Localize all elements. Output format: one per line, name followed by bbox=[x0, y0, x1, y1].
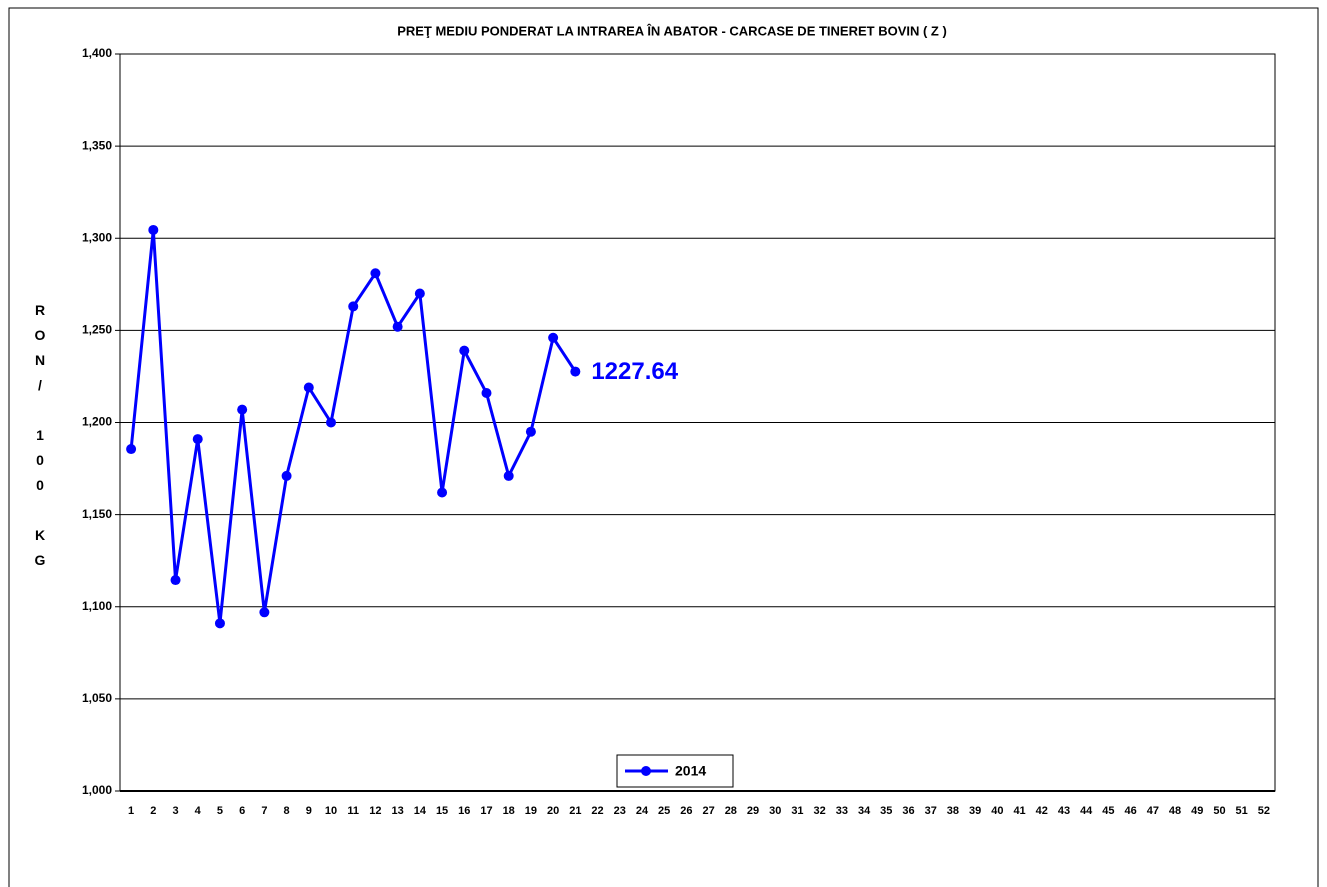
x-tick-label: 11 bbox=[347, 805, 359, 817]
legend-marker bbox=[641, 766, 651, 776]
x-tick-label: 18 bbox=[503, 805, 515, 817]
x-tick-label: 10 bbox=[325, 805, 337, 817]
y-tick-label: 1,250 bbox=[82, 323, 112, 337]
x-tick-label: 13 bbox=[392, 805, 404, 817]
y-tick-label: 1,200 bbox=[82, 415, 112, 429]
data-point bbox=[525, 426, 536, 437]
data-point bbox=[570, 366, 581, 377]
x-tick-label: 24 bbox=[636, 805, 649, 817]
y-tick-label: 1,150 bbox=[82, 507, 112, 521]
y-tick-label: 1,300 bbox=[82, 230, 112, 244]
data-point bbox=[326, 417, 337, 428]
x-tick-label: 46 bbox=[1125, 805, 1137, 817]
x-tick-label: 25 bbox=[658, 805, 670, 817]
data-point bbox=[370, 268, 381, 279]
data-point bbox=[437, 487, 448, 498]
x-tick-label: 52 bbox=[1258, 805, 1270, 817]
y-tick-label: 1,000 bbox=[82, 783, 112, 797]
chart-border bbox=[8, 7, 1319, 887]
data-point bbox=[259, 607, 270, 618]
x-tick-label: 3 bbox=[172, 805, 178, 817]
data-point bbox=[414, 288, 425, 299]
legend-label: 2014 bbox=[675, 763, 706, 779]
y-tick-label: 1,050 bbox=[82, 691, 112, 705]
x-tick-label: 20 bbox=[547, 805, 559, 817]
data-point bbox=[503, 470, 514, 481]
x-tick-label: 14 bbox=[414, 805, 427, 817]
x-tick-label: 22 bbox=[591, 805, 603, 817]
legend-box bbox=[616, 754, 734, 788]
data-point bbox=[303, 382, 314, 393]
x-tick-label: 41 bbox=[1013, 805, 1025, 817]
x-tick-label: 21 bbox=[569, 805, 581, 817]
data-point bbox=[192, 434, 203, 445]
x-tick-label: 16 bbox=[458, 805, 470, 817]
x-tick-label: 48 bbox=[1169, 805, 1181, 817]
x-tick-label: 19 bbox=[525, 805, 537, 817]
data-point bbox=[148, 224, 159, 235]
x-tick-label: 15 bbox=[436, 805, 448, 817]
x-tick-label: 4 bbox=[195, 805, 202, 817]
data-point bbox=[459, 345, 470, 356]
series-line bbox=[129, 229, 577, 624]
chart-title: PREŢ MEDIU PONDERAT LA INTRAREA ÎN ABATO… bbox=[397, 23, 947, 38]
y-tick-label: 1,400 bbox=[82, 46, 112, 60]
x-tick-label: 32 bbox=[814, 805, 826, 817]
x-tick-label: 8 bbox=[284, 805, 290, 817]
x-tick-label: 42 bbox=[1036, 805, 1048, 817]
data-point bbox=[214, 618, 225, 629]
x-tick-label: 1 bbox=[128, 805, 134, 817]
x-tick-label: 6 bbox=[239, 805, 245, 817]
data-point bbox=[170, 575, 181, 586]
data-point bbox=[392, 321, 403, 332]
x-tick-label: 49 bbox=[1191, 805, 1203, 817]
x-tick-label: 17 bbox=[480, 805, 492, 817]
x-tick-label: 38 bbox=[947, 805, 959, 817]
data-point bbox=[237, 404, 248, 415]
x-tick-label: 2 bbox=[150, 805, 156, 817]
x-tick-label: 28 bbox=[725, 805, 737, 817]
x-tick-label: 39 bbox=[969, 805, 981, 817]
x-tick-label: 33 bbox=[836, 805, 848, 817]
x-tick-label: 37 bbox=[925, 805, 937, 817]
data-point bbox=[281, 470, 292, 481]
data-point bbox=[348, 301, 359, 312]
x-tick-label: 7 bbox=[261, 805, 267, 817]
x-tick-label: 44 bbox=[1080, 805, 1093, 817]
x-tick-label: 9 bbox=[306, 805, 312, 817]
data-point bbox=[481, 388, 492, 399]
x-tick-label: 47 bbox=[1147, 805, 1159, 817]
x-tick-label: 27 bbox=[702, 805, 714, 817]
x-tick-label: 35 bbox=[880, 805, 892, 817]
y-tick-label: 1,350 bbox=[82, 138, 112, 152]
x-tick-label: 5 bbox=[217, 805, 223, 817]
data-label: 1227.64 bbox=[591, 358, 678, 385]
x-tick-label: 43 bbox=[1058, 805, 1070, 817]
x-tick-label: 29 bbox=[747, 805, 759, 817]
x-tick-label: 50 bbox=[1213, 805, 1225, 817]
x-tick-label: 12 bbox=[369, 805, 381, 817]
data-point bbox=[126, 444, 137, 455]
x-tick-label: 40 bbox=[991, 805, 1003, 817]
data-point bbox=[548, 332, 559, 343]
x-tick-label: 34 bbox=[858, 805, 871, 817]
x-tick-label: 23 bbox=[614, 805, 626, 817]
x-tick-label: 31 bbox=[791, 805, 803, 817]
y-tick-label: 1,100 bbox=[82, 599, 112, 613]
y-axis-label: RON/ 100 KG bbox=[32, 302, 48, 577]
x-tick-label: 51 bbox=[1236, 805, 1248, 817]
x-tick-label: 30 bbox=[769, 805, 781, 817]
x-tick-label: 45 bbox=[1102, 805, 1114, 817]
x-tick-label: 26 bbox=[680, 805, 692, 817]
x-tick-label: 36 bbox=[902, 805, 914, 817]
